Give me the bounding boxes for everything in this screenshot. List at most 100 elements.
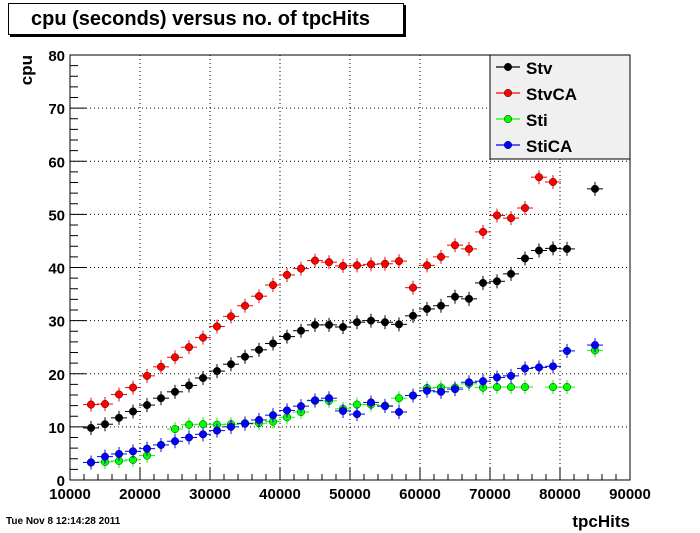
data-point (465, 378, 474, 387)
data-point (549, 177, 558, 186)
legend-label: StvCA (526, 85, 577, 104)
data-points (83, 170, 603, 470)
data-point (311, 256, 320, 265)
y-tick-label: 60 (48, 154, 65, 171)
axis-ticks (69, 54, 631, 481)
y-tick-label: 80 (48, 48, 65, 65)
data-point (269, 281, 278, 290)
data-point (283, 406, 292, 415)
data-point (381, 259, 390, 268)
x-tick-label: 50000 (329, 486, 371, 503)
data-point (479, 278, 488, 287)
legend-marker (504, 114, 513, 123)
legend-label: Stv (526, 59, 553, 78)
data-point (353, 261, 362, 270)
data-point (226, 360, 235, 369)
data-point (451, 385, 460, 394)
legend-marker (504, 88, 513, 97)
data-point (409, 283, 418, 292)
x-axis-label: tpcHits (572, 512, 630, 531)
legend-box (489, 54, 631, 160)
data-point (339, 406, 348, 415)
data-point (156, 394, 165, 403)
y-tick-label: 0 (57, 473, 65, 490)
data-point (297, 326, 306, 335)
data-point (226, 422, 235, 431)
data-point (212, 322, 221, 331)
data-point (395, 408, 404, 417)
data-point (409, 391, 418, 400)
data-point (395, 394, 404, 403)
data-point (381, 402, 390, 411)
chart-title: cpu (seconds) versus no. of tpcHits (31, 8, 370, 30)
y-tick-label: 70 (48, 101, 65, 118)
data-point (184, 381, 193, 390)
data-point (549, 244, 558, 253)
data-point (409, 311, 418, 320)
legend: Stv StvCA Sti StiCA (489, 54, 631, 160)
data-point (184, 420, 193, 429)
data-point (563, 346, 572, 355)
data-point (128, 447, 137, 456)
data-point (395, 257, 404, 266)
data-point (297, 264, 306, 273)
data-point (170, 353, 179, 362)
data-point (479, 227, 488, 236)
legend-label: Sti (526, 111, 548, 130)
data-point (451, 241, 460, 250)
data-point (591, 184, 600, 193)
y-tick-label: 50 (48, 207, 65, 224)
data-point (367, 260, 376, 269)
data-point (325, 394, 334, 403)
x-tick-label: 40000 (259, 486, 301, 503)
x-tick-label: 30000 (189, 486, 231, 503)
data-point (563, 244, 572, 253)
legend-marker (504, 63, 513, 72)
data-point (198, 430, 207, 439)
series-Stv (83, 181, 603, 435)
data-point (198, 420, 207, 429)
x-tick-label: 10000 (49, 486, 91, 503)
data-point (156, 440, 165, 449)
data-point (465, 294, 474, 303)
data-point (423, 304, 432, 313)
data-point (311, 320, 320, 329)
data-point (325, 320, 334, 329)
data-point (493, 373, 502, 382)
data-point (142, 371, 151, 380)
data-point (142, 444, 151, 453)
data-point (226, 312, 235, 321)
data-point (493, 211, 502, 220)
data-point (198, 333, 207, 342)
data-point (184, 433, 193, 442)
data-point (339, 323, 348, 332)
data-point (325, 258, 334, 267)
tick-labels: 10000 20000 30000 40000 50000 60000 70000 80000… (48, 48, 651, 503)
data-point (437, 301, 446, 310)
data-point (367, 398, 376, 407)
x-tick-label: 60000 (399, 486, 441, 503)
data-point (521, 364, 530, 373)
data-point (507, 383, 516, 392)
data-point (283, 270, 292, 279)
data-point (507, 269, 516, 278)
data-point (507, 214, 516, 223)
grid (70, 55, 630, 480)
data-point (507, 371, 516, 380)
data-point (254, 415, 263, 424)
series-Sti (83, 343, 603, 470)
data-point (381, 318, 390, 327)
series-StiCA (83, 338, 603, 470)
y-tick-label: 30 (48, 314, 65, 331)
data-point (269, 411, 278, 420)
chart-title-box: cpu (seconds) versus no. of tpcHits (8, 3, 404, 35)
y-axis-label: cpu (17, 55, 36, 85)
data-point (128, 383, 137, 392)
data-point (198, 374, 207, 383)
data-point (535, 173, 544, 182)
data-point (465, 244, 474, 253)
data-point (353, 318, 362, 327)
data-point (100, 420, 109, 429)
data-point (100, 400, 109, 409)
